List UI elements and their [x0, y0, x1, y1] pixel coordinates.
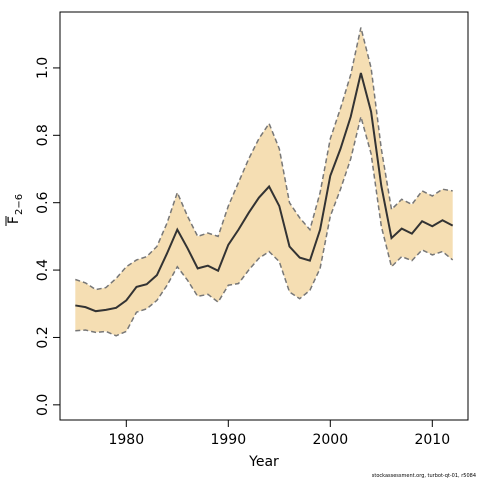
- x-tick-label: 1990: [210, 432, 246, 448]
- plot-frame: [59, 11, 469, 421]
- y-axis-label: F 2−6: [5, 194, 25, 226]
- x-tick-label: 2000: [312, 432, 348, 448]
- y-tick-label: 0.0: [35, 394, 51, 416]
- upper-bound: [75, 27, 453, 291]
- footer: stockassessment.org, turbot-qt-01, r5084: [372, 473, 476, 479]
- y-tick-label: 0.8: [35, 124, 51, 146]
- confidence-band: [75, 27, 453, 336]
- x-tick-label: 2010: [414, 432, 450, 448]
- y-tick-label: 1.0: [35, 57, 51, 79]
- y-tick-label: 0.4: [35, 259, 51, 281]
- y-label-subscript: 2−6: [14, 194, 25, 215]
- x-axis-label: Year: [248, 454, 279, 470]
- lower-bound: [75, 113, 454, 337]
- estimate-line: [75, 72, 454, 313]
- x-tick-label: 1980: [108, 432, 144, 448]
- y-label-symbol: F: [6, 216, 22, 224]
- y-tick-label: 0.6: [35, 191, 51, 213]
- y-tick-label: 0.2: [35, 326, 51, 348]
